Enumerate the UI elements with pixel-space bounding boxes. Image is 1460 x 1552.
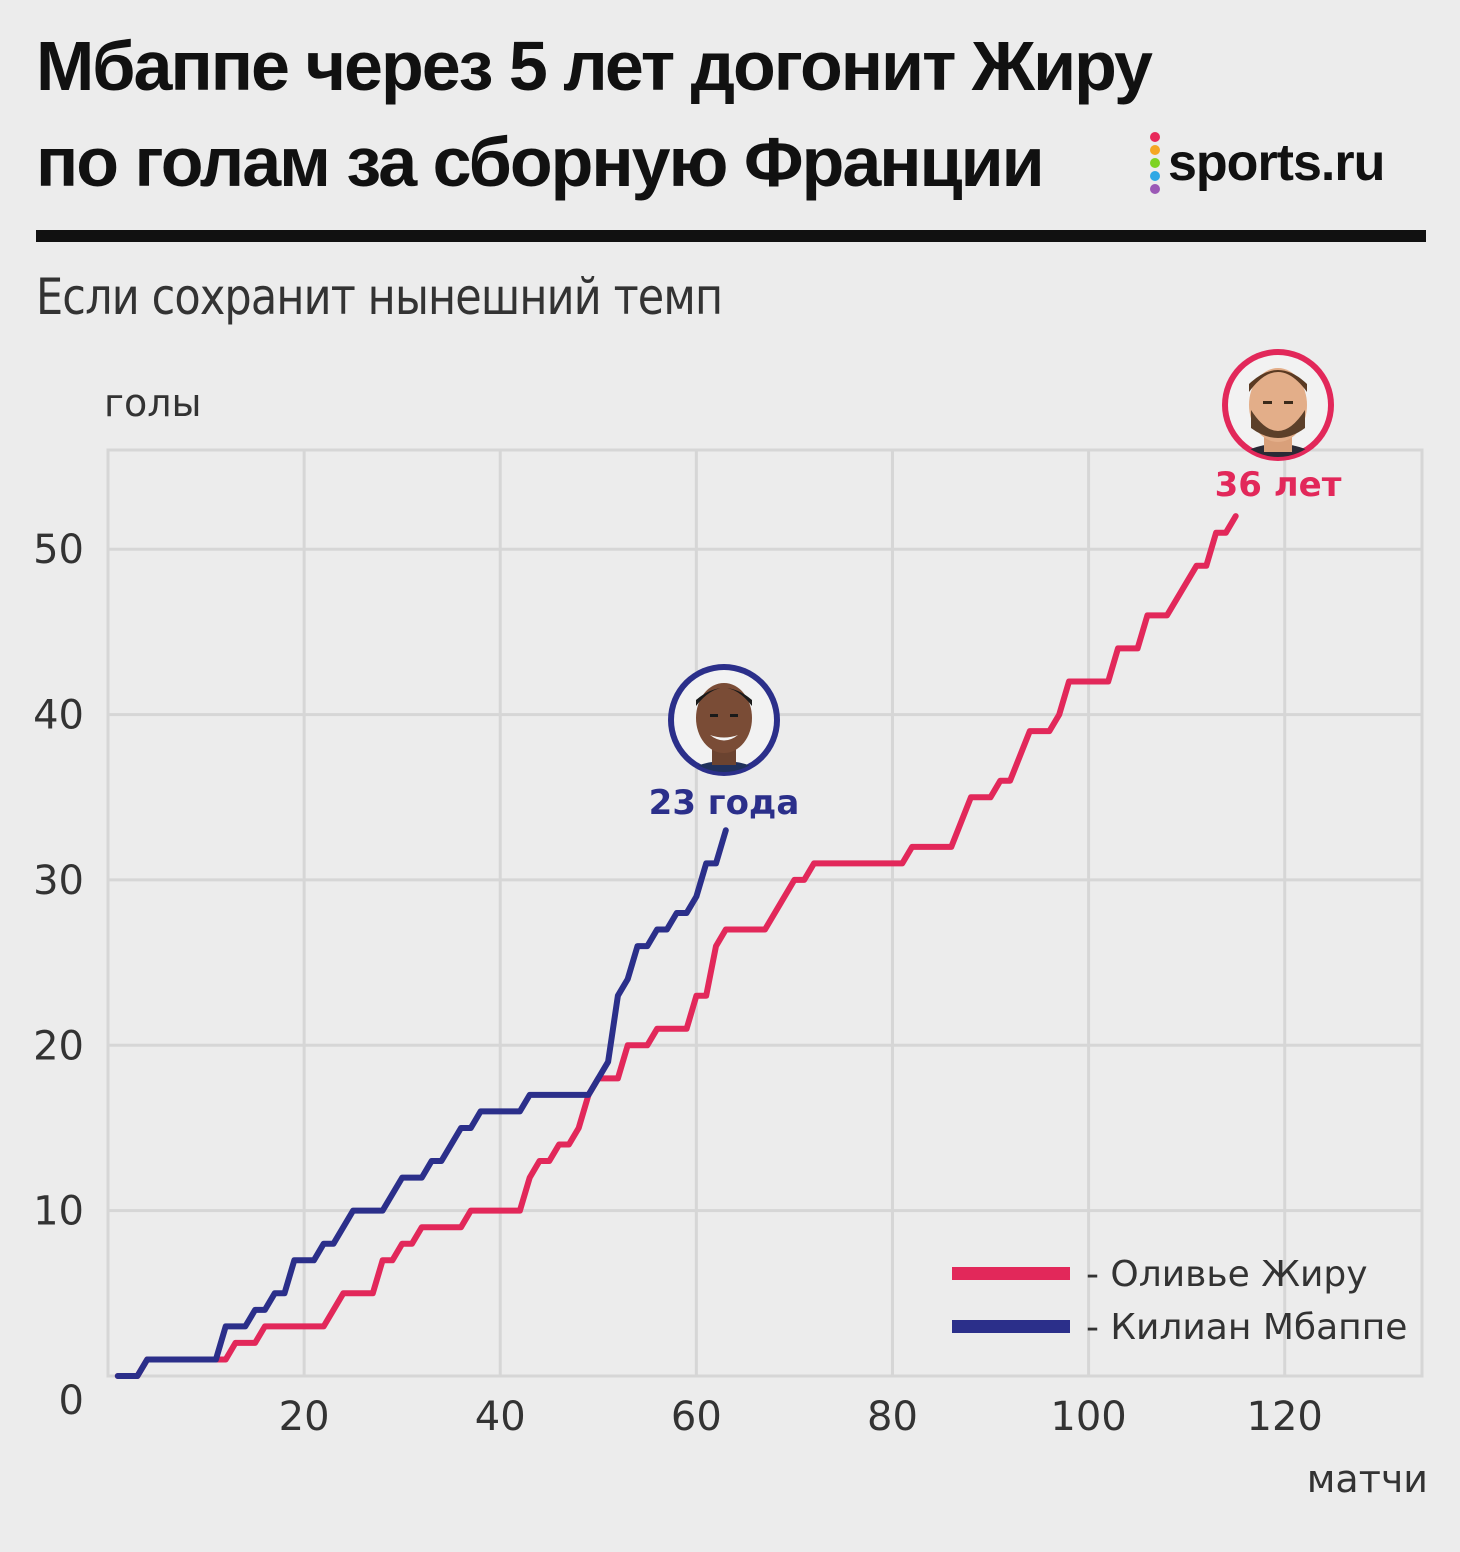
legend: - Оливье Жиру - Килиан Мбаппе: [952, 1254, 1407, 1348]
logo-dots-icon: [1150, 132, 1160, 194]
mbappe-portrait-icon: [668, 664, 780, 776]
series-line-mbappe: [114, 827, 729, 1379]
legend-swatch-mbappe: [952, 1320, 1070, 1333]
giroud-portrait-icon: [1222, 349, 1334, 461]
x-tick-label: 120: [1247, 1394, 1323, 1440]
y-tick-label: 10: [33, 1189, 84, 1235]
tick-labels: 20 40 60 80 100 120 0 10 20 30 40 50: [33, 527, 1323, 1440]
logo-text: sports.ru: [1168, 134, 1385, 192]
sports-ru-logo: sports.ru: [1150, 128, 1385, 198]
logo-dot: [1150, 184, 1160, 194]
x-tick-label: 20: [279, 1394, 330, 1440]
chart-title: Мбаппе через 5 лет догонит Жиру по голам…: [36, 27, 1153, 201]
y-tick-label: 20: [33, 1023, 84, 1069]
legend-label-mbappe: - Килиан Мбаппе: [1086, 1307, 1407, 1348]
mbappe-age-label: 23 года: [649, 783, 800, 823]
legend-swatch-giroud: [952, 1267, 1070, 1280]
logo-dot: [1150, 145, 1160, 155]
giroud-age-label: 36 лет: [1215, 465, 1342, 505]
y-axis-label: голы: [104, 381, 202, 425]
logo-dot: [1150, 171, 1160, 181]
series-line-giroud: [114, 513, 1239, 1379]
y-tick-label: 50: [33, 527, 84, 573]
x-tick-label: 100: [1050, 1394, 1126, 1440]
logo-dot: [1150, 132, 1160, 142]
series-lines: [114, 513, 1239, 1379]
chart-subtitle: Если сохранит нынешний темп: [36, 268, 723, 326]
x-tick-label: 80: [867, 1394, 918, 1440]
x-tick-label: 60: [671, 1394, 722, 1440]
title-divider: [36, 230, 1426, 242]
y-tick-label: 40: [33, 693, 84, 739]
plot-area: [106, 448, 1424, 1378]
x-tick-label: 40: [475, 1394, 526, 1440]
x-axis-label: матчи: [1307, 1457, 1428, 1501]
grid-lines: [108, 450, 1422, 1376]
y-tick-label: 0: [59, 1378, 84, 1424]
logo-dot: [1150, 158, 1160, 168]
y-tick-label: 30: [33, 858, 84, 904]
legend-label-giroud: - Оливье Жиру: [1086, 1254, 1368, 1295]
